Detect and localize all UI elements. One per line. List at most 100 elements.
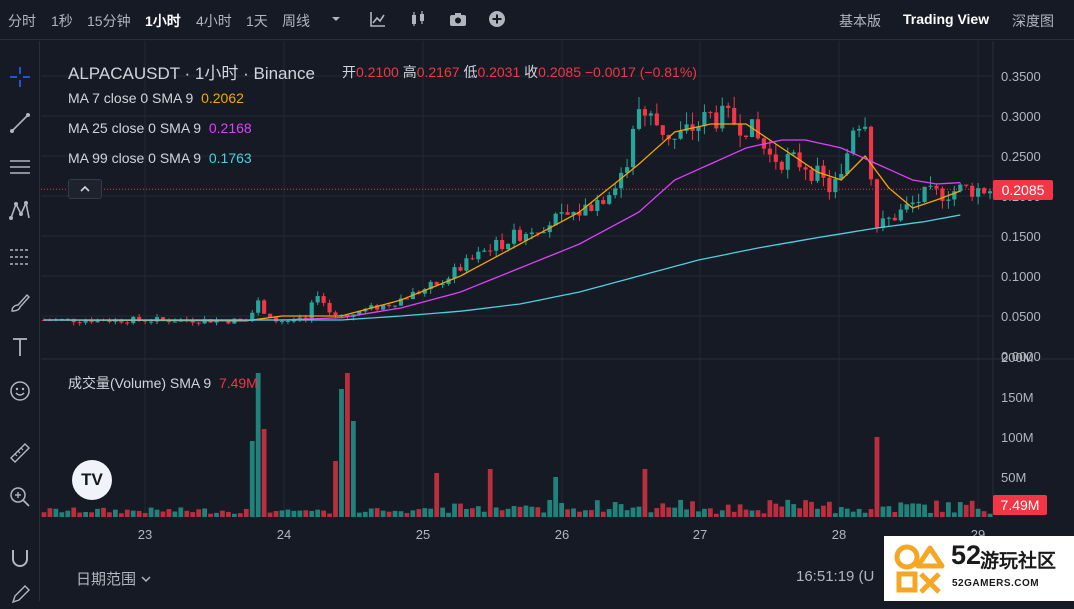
date-range-button[interactable]: 日期范围 <box>76 568 152 589</box>
candle <box>987 191 993 194</box>
volume-bar <box>380 510 386 517</box>
candle-style-icon[interactable] <box>409 10 427 33</box>
emoji-icon[interactable] <box>4 377 36 405</box>
volume-bar <box>666 507 672 517</box>
indicators-icon[interactable] <box>369 10 387 33</box>
candle <box>422 289 427 294</box>
candle <box>238 318 243 320</box>
collapse-legend-button[interactable] <box>68 179 102 199</box>
candle <box>672 138 677 140</box>
volume-bar <box>469 508 475 517</box>
volume-bar <box>285 509 291 517</box>
crosshair-icon[interactable] <box>4 63 36 91</box>
volume-bar <box>886 506 892 517</box>
tradingview-logo[interactable]: TV <box>72 460 112 500</box>
volume-bar <box>184 510 190 517</box>
volume-bar <box>487 469 493 517</box>
volume-bar <box>571 508 576 517</box>
volume-bar <box>642 469 648 517</box>
time-tick-label: 23 <box>138 527 152 542</box>
volume-bar <box>678 499 684 517</box>
ruler-icon[interactable] <box>4 439 36 467</box>
volume-bar <box>41 512 47 517</box>
candle <box>517 229 523 241</box>
volume-bar <box>588 510 594 517</box>
candle <box>571 211 576 215</box>
timeframe-4h[interactable]: 4小时 <box>196 13 232 29</box>
ma99-label: MA 99 close 0 SMA 9 <box>68 150 202 166</box>
candle <box>529 232 534 235</box>
ma99-value: 0.1763 <box>208 150 252 166</box>
zoom-icon[interactable] <box>4 483 36 511</box>
volume-bar <box>231 513 237 517</box>
candle <box>785 154 790 170</box>
volume-bar <box>957 502 963 517</box>
ma7-value: 0.2062 <box>201 90 244 106</box>
candle <box>404 298 410 300</box>
fib-icon[interactable] <box>4 243 36 271</box>
timeframe-tick[interactable]: 分时 <box>8 13 36 29</box>
magnet-icon[interactable] <box>4 544 36 572</box>
candle <box>678 130 683 139</box>
symbol-title: ALPACAUSDT · 1小时 · Binance <box>68 64 315 83</box>
volume-bar <box>136 510 142 517</box>
volume-bar <box>481 511 487 517</box>
candle <box>464 258 469 271</box>
volume-bar <box>255 373 261 517</box>
volume-bar <box>856 508 862 517</box>
candle <box>654 113 659 126</box>
volume-bar <box>761 513 767 517</box>
volume-bar <box>791 504 797 517</box>
volume-bar <box>797 508 803 517</box>
candle <box>714 112 719 129</box>
volume-bar <box>273 510 279 517</box>
candle <box>505 243 511 250</box>
candle <box>702 112 707 127</box>
axis-labels: 0.35000.30000.25000.20000.15000.10000.05… <box>138 69 1041 542</box>
price-chart[interactable]: 0.35000.30000.25000.20000.15000.10000.05… <box>41 41 1074 545</box>
pencil-icon[interactable] <box>4 581 36 609</box>
candle <box>767 148 772 155</box>
candle <box>476 251 481 260</box>
candle <box>779 161 784 170</box>
timeframe-1h[interactable]: 1小时 <box>145 13 181 29</box>
volume-bar <box>940 511 945 517</box>
last-price-badge: 0.2085 <box>993 180 1053 200</box>
volume-bar <box>321 510 327 517</box>
candle <box>976 188 981 197</box>
camera-icon[interactable] <box>449 10 467 33</box>
volume-bar <box>862 512 868 517</box>
candle <box>874 179 880 228</box>
volume-bar <box>654 508 660 517</box>
add-icon[interactable] <box>488 10 506 33</box>
volume-bar <box>327 513 332 517</box>
volume-bar <box>95 508 100 517</box>
timeframe-1d[interactable]: 1天 <box>246 13 268 29</box>
volume-bar <box>356 512 362 517</box>
volume-bar <box>124 509 130 517</box>
trendline-icon[interactable] <box>4 109 36 137</box>
candle <box>708 112 713 114</box>
parallel-lines-icon[interactable] <box>4 153 36 181</box>
candle <box>732 107 737 125</box>
timeframe-1s[interactable]: 1秒 <box>51 13 73 29</box>
volume-bar <box>261 429 267 517</box>
timeframe-15m[interactable]: 15分钟 <box>87 13 131 29</box>
candle <box>541 232 546 234</box>
volume-bar <box>71 507 77 517</box>
timeframe-1w[interactable]: 周线 <box>282 13 310 29</box>
time-tick-label: 25 <box>416 527 430 542</box>
view-depth[interactable]: 深度图 <box>1012 13 1054 29</box>
candle <box>619 172 624 189</box>
candle <box>815 165 820 181</box>
candle <box>125 322 130 324</box>
view-tradingview[interactable]: Trading View <box>903 11 990 27</box>
pattern-icon[interactable] <box>4 197 36 225</box>
text-icon[interactable] <box>4 333 36 361</box>
volume-bar <box>196 509 202 517</box>
chevron-down-icon[interactable] <box>330 10 342 33</box>
view-basic[interactable]: 基本版 <box>839 13 881 29</box>
candle <box>357 311 362 315</box>
volume-bar <box>969 500 975 517</box>
brush-icon[interactable] <box>4 289 36 317</box>
